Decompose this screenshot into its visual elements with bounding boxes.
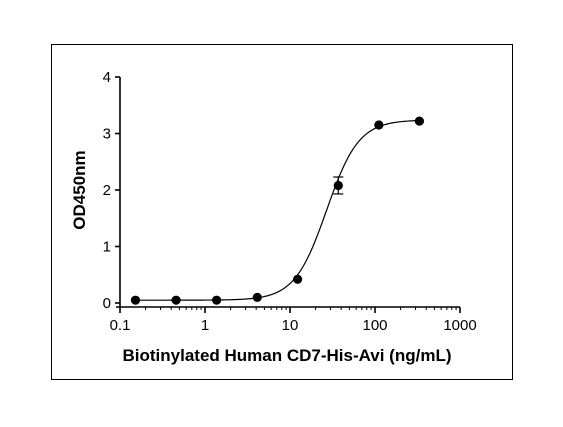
data-point: [252, 292, 262, 302]
chart-frame: 0 1 2 3 4 0.1 1 10 100 1000 Biotinylated Human CD…: [51, 44, 513, 380]
y-axis-title: OD450nm: [70, 150, 89, 229]
data-point: [374, 120, 384, 130]
x-tick-label: 0.1: [110, 317, 131, 334]
y-tick-label: 1: [103, 239, 111, 256]
x-tick-label: 1: [201, 317, 209, 334]
x-tick-label: 10: [282, 317, 299, 334]
data-points-layer: [130, 116, 425, 305]
y-tick-label: 2: [103, 182, 111, 199]
data-point: [171, 295, 181, 305]
y-tick-label: 4: [103, 69, 111, 86]
fit-curve: [135, 119, 420, 301]
data-point: [130, 295, 141, 305]
data-point: [212, 295, 222, 305]
data-point: [414, 116, 425, 126]
y-tick-label: 3: [103, 126, 111, 143]
x-tick-label: 100: [362, 317, 387, 334]
axes: 0 1 2 3 4 0.1 1 10 100 1000: [103, 69, 477, 334]
fit-curve-layer: [135, 119, 420, 301]
data-point: [333, 180, 343, 191]
x-tick-label: 1000: [443, 317, 476, 334]
x-axis-title: Biotinylated Human CD7-His-Avi (ng/mL): [123, 346, 452, 365]
data-point: [293, 274, 303, 284]
y-tick-label: 0: [103, 295, 111, 312]
dose-response-chart: 0 1 2 3 4 0.1 1 10 100 1000 Biotinylated Human CD…: [70, 69, 477, 365]
